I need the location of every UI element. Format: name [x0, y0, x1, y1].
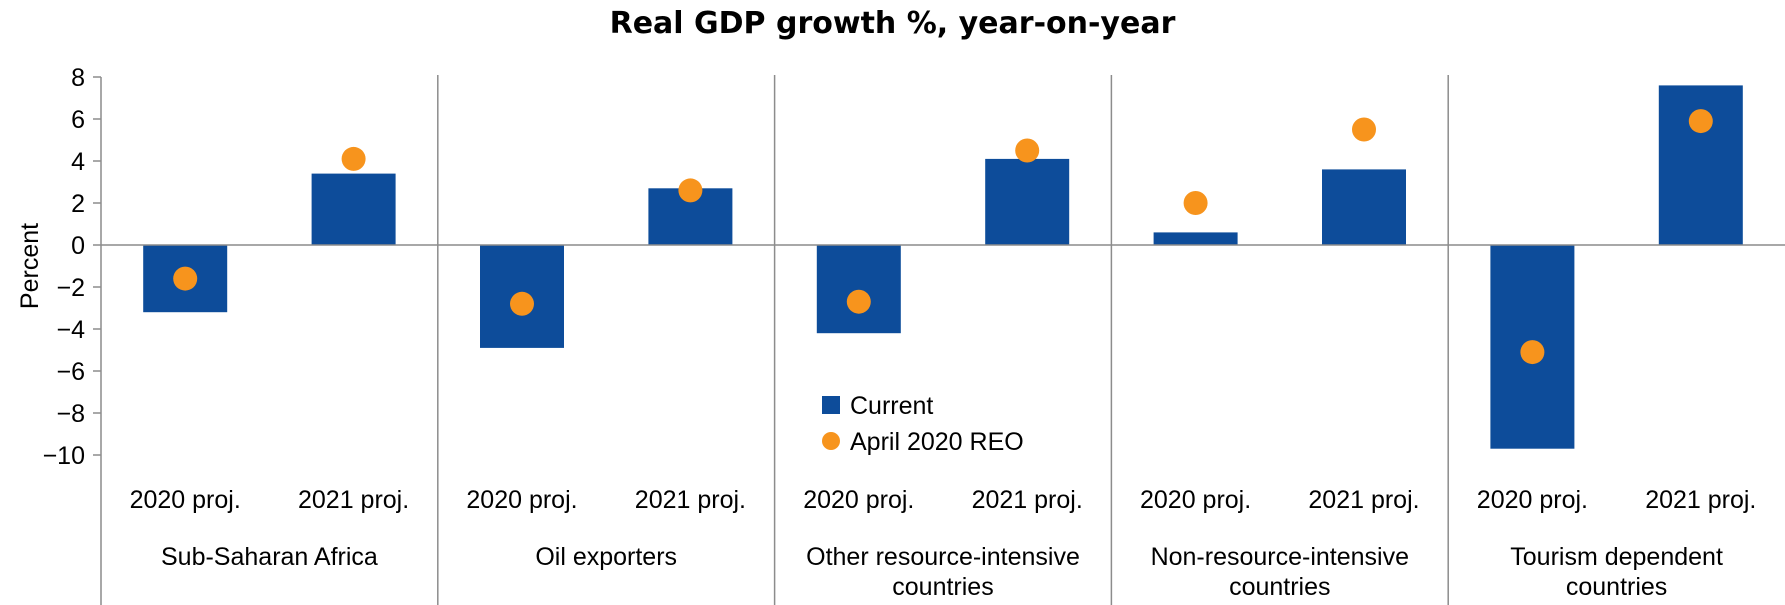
bars-layer — [143, 85, 1743, 449]
legend-label-april-2020-reo: April 2020 REO — [850, 428, 1024, 456]
dot-april-2020-reo — [846, 289, 871, 314]
y-tick-label: −4 — [56, 316, 85, 344]
y-axis-label: Percent — [16, 223, 44, 309]
category-label: 2021 proj. — [972, 486, 1083, 514]
dot-april-2020-reo — [341, 146, 366, 171]
dot-april-2020-reo — [173, 266, 198, 291]
dot-april-2020-reo — [678, 178, 703, 203]
group-label: Tourism dependent — [1510, 543, 1723, 571]
group-label: Oil exporters — [535, 543, 677, 571]
category-label: 2020 proj. — [1140, 486, 1251, 514]
legend-label-current: Current — [850, 392, 933, 420]
dot-april-2020-reo — [1688, 109, 1713, 134]
bar-current — [1322, 169, 1406, 245]
category-label: 2020 proj. — [803, 486, 914, 514]
group-label: countries — [1229, 573, 1330, 601]
dot-april-2020-reo — [1015, 138, 1040, 163]
y-tick-label: 0 — [71, 232, 85, 260]
y-tick-label: 2 — [71, 190, 85, 218]
category-label: 2021 proj. — [635, 486, 746, 514]
category-label: 2020 proj. — [466, 486, 577, 514]
y-tick-label: 6 — [71, 106, 85, 134]
y-tick-label: −10 — [43, 442, 85, 470]
group-label: Sub-Saharan Africa — [161, 543, 378, 571]
legend-swatch-current — [822, 396, 840, 414]
dot-april-2020-reo — [1183, 191, 1208, 215]
dot-april-2020-reo — [510, 291, 534, 316]
y-tick-label: 8 — [71, 64, 85, 92]
bar-current — [985, 158, 1070, 245]
category-label: 2021 proj. — [1308, 486, 1419, 514]
category-label: 2021 proj. — [1645, 486, 1756, 514]
dot-april-2020-reo — [1520, 340, 1545, 365]
category-label: 2021 proj. — [298, 486, 409, 514]
legend-swatch-april-2020-reo — [822, 432, 840, 450]
bar-current — [816, 245, 901, 334]
bar-current — [311, 173, 396, 245]
y-tick-label: −2 — [56, 274, 85, 302]
dot-april-2020-reo — [1352, 117, 1376, 142]
axis-layer: 8 6 4 2 0 −2 −4 −6 −8 −10 Percent 2020 proj. 2021 pr… — [16, 64, 1785, 605]
group-label: countries — [892, 573, 993, 601]
dots-layer — [173, 109, 1713, 365]
group-label: Non-resource-intensive — [1151, 543, 1409, 571]
bar-current — [1153, 232, 1238, 245]
group-label: Other resource-intensive — [806, 543, 1080, 571]
category-label: 2020 proj. — [130, 486, 241, 514]
y-tick-label: −6 — [56, 358, 85, 386]
y-tick-label: 4 — [71, 148, 85, 176]
group-label: countries — [1566, 573, 1667, 601]
legend-layer: Current April 2020 REO — [822, 392, 1024, 456]
grid-layer — [437, 75, 1449, 605]
y-tick-label: −8 — [56, 400, 85, 428]
category-label: 2020 proj. — [1477, 486, 1588, 514]
chart-title: Real GDP growth %, year-on-year — [609, 6, 1176, 41]
